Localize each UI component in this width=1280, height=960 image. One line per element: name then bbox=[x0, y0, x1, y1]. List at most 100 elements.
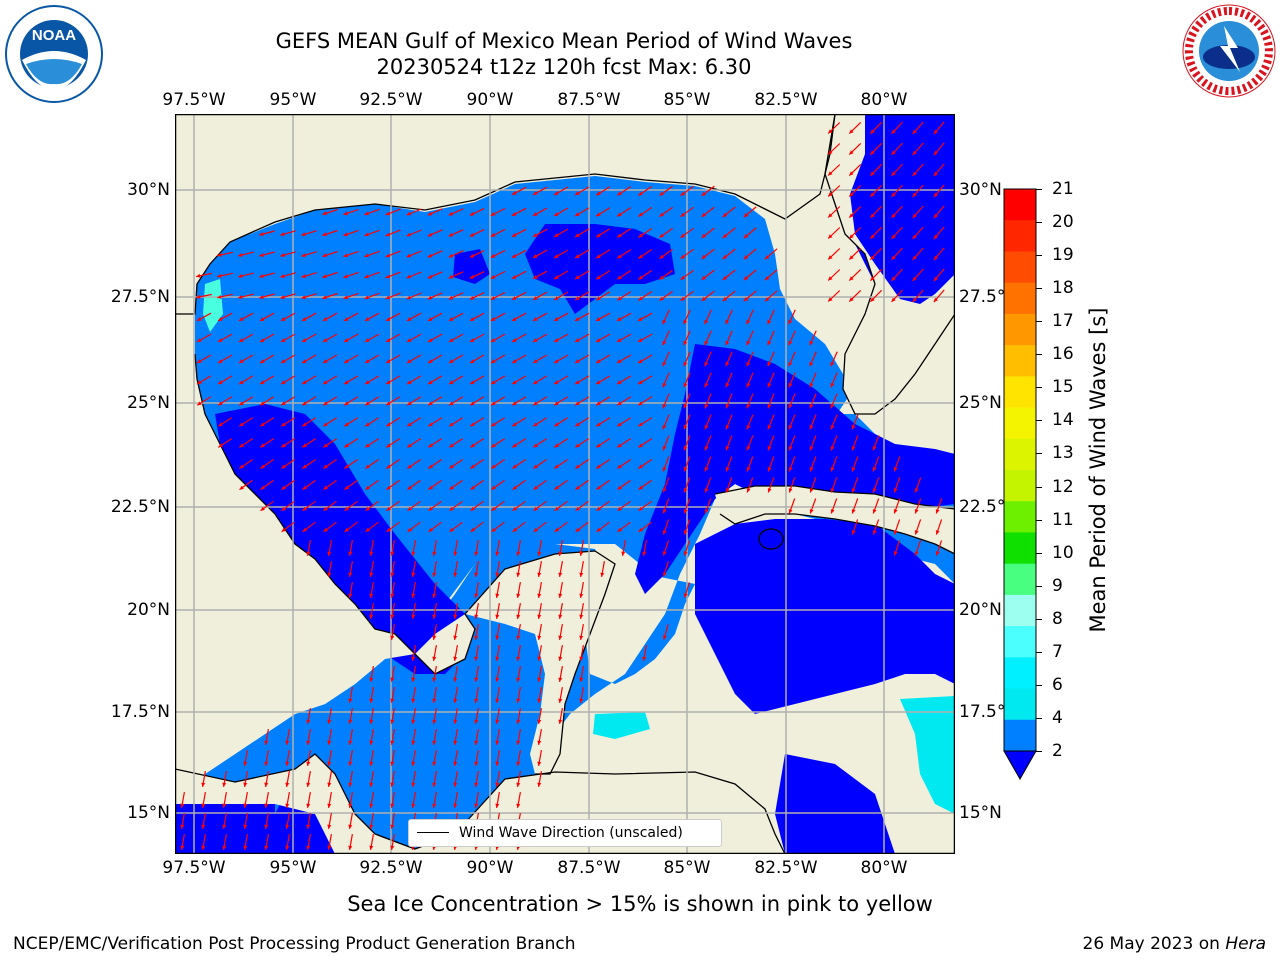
wave-direction-arrowhead bbox=[891, 213, 896, 218]
wave-direction-arrowhead bbox=[264, 845, 269, 850]
wave-direction-arrowhead bbox=[495, 635, 500, 640]
wave-direction-arrowhead bbox=[683, 551, 688, 556]
wave-direction-arrowhead bbox=[306, 551, 311, 556]
wave-direction-arrowhead bbox=[432, 740, 437, 745]
lon-tick-top: 82.5°W bbox=[754, 90, 818, 110]
wave-direction-arrowhead bbox=[428, 380, 433, 385]
lon-tick-bottom: 92.5°W bbox=[359, 858, 423, 878]
wave-direction-arrowhead bbox=[491, 317, 496, 321]
colorbar-tick-label: 21 bbox=[1052, 179, 1074, 199]
wave-direction-arrowhead bbox=[872, 530, 877, 535]
wave-direction-arrowhead bbox=[390, 845, 395, 850]
wave-direction-arrowhead bbox=[537, 698, 542, 703]
us-coast-land bbox=[175, 114, 835, 314]
wave-direction-arrowhead bbox=[512, 506, 517, 511]
wave-direction-arrowhead bbox=[809, 403, 814, 409]
colorbar-tick-mark bbox=[1036, 651, 1042, 653]
wave-direction-arrowhead bbox=[680, 296, 685, 301]
wave-direction-arrowhead bbox=[617, 254, 622, 259]
wave-direction-arrowhead bbox=[260, 443, 265, 448]
wave-direction-arrowhead bbox=[474, 740, 479, 745]
wave-direction-arrowhead bbox=[411, 551, 416, 556]
wave-direction-arrowhead bbox=[264, 740, 269, 745]
wave-direction-arrowhead bbox=[596, 485, 601, 490]
colorbar-tick-label: 14 bbox=[1052, 410, 1074, 431]
colorbar-swatch bbox=[1004, 470, 1036, 502]
wave-direction-arrowhead bbox=[725, 403, 730, 409]
wave-direction-arrowhead bbox=[533, 401, 538, 406]
wave-direction-arrowhead bbox=[385, 274, 390, 279]
wave-direction-arrowhead bbox=[306, 824, 311, 829]
wave-direction-arrowhead bbox=[281, 464, 286, 469]
wave-direction-arrowhead bbox=[662, 403, 667, 409]
wave-direction-arrowhead bbox=[830, 361, 835, 367]
wave-direction-arrowhead bbox=[306, 761, 311, 766]
wave-direction-arrowhead bbox=[428, 527, 433, 532]
wave-direction-arrowhead bbox=[516, 656, 521, 661]
wave-direction-arrowhead bbox=[511, 254, 517, 258]
wave-direction-arrowhead bbox=[239, 485, 244, 490]
wave-direction-arrowhead bbox=[238, 253, 243, 257]
wave-direction-arrowhead bbox=[638, 296, 643, 301]
wave-direction-arrowhead bbox=[683, 467, 688, 472]
wave-direction-arrowhead bbox=[449, 380, 454, 385]
colorbar-tick-mark bbox=[1036, 618, 1042, 620]
wave-direction-arrowhead bbox=[725, 488, 730, 493]
wave-direction-arrowhead bbox=[449, 485, 454, 490]
wave-direction-arrowhead bbox=[432, 782, 437, 787]
wave-direction-arrowhead bbox=[638, 443, 643, 448]
colorbar-swatch bbox=[1004, 189, 1036, 221]
lat-tick-right: 17.5° bbox=[959, 702, 1006, 722]
wave-direction-arrowhead bbox=[575, 317, 580, 321]
wave-direction-arrowhead bbox=[638, 527, 643, 532]
wave-direction-arrowhead bbox=[828, 150, 833, 155]
wave-direction-arrowhead bbox=[390, 593, 395, 598]
wave-direction-arrowhead bbox=[448, 274, 454, 279]
wave-direction-arrowhead bbox=[554, 254, 559, 258]
wave-direction-arrowhead bbox=[638, 191, 643, 196]
wave-direction-arrowhead bbox=[285, 824, 290, 829]
wave-direction-arrowhead bbox=[260, 401, 265, 406]
wave-direction-arrowhead bbox=[323, 443, 328, 448]
wave-direction-arrowhead bbox=[260, 317, 265, 321]
wave-direction-arrowhead bbox=[554, 191, 559, 195]
wave-direction-arrowhead bbox=[407, 401, 412, 406]
wave-direction-arrowhead bbox=[872, 467, 877, 472]
wave-direction-arrowhead bbox=[788, 382, 793, 388]
colorbar-tick-label: 18 bbox=[1052, 278, 1074, 299]
colorbar-tick-label: 8 bbox=[1052, 608, 1063, 629]
wave-direction-arrowhead bbox=[596, 191, 601, 196]
wave-direction-arrowhead bbox=[411, 698, 416, 703]
wave-direction-arrowhead bbox=[470, 317, 475, 321]
wave-direction-arrowhead bbox=[746, 403, 751, 409]
wave-direction-arrowhead bbox=[830, 509, 835, 514]
wave-direction-arrowhead bbox=[260, 422, 265, 427]
wave-direction-arrowhead bbox=[683, 361, 688, 367]
wave-direction-arrowhead bbox=[558, 698, 563, 703]
wave-direction-arrowhead bbox=[474, 803, 479, 808]
wave-direction-arrowhead bbox=[537, 551, 542, 556]
colorbar-tick-label: 15 bbox=[1052, 377, 1074, 398]
wave-direction-arrowhead bbox=[453, 677, 458, 682]
wave-direction-arrowhead bbox=[638, 254, 643, 259]
wave-direction-arrowhead bbox=[432, 719, 437, 724]
wave-direction-arrowhead bbox=[579, 572, 584, 577]
wave-direction-arrowhead bbox=[474, 761, 479, 766]
colorbar-tick-mark bbox=[1036, 684, 1042, 686]
wave-direction-arrowhead bbox=[746, 446, 751, 451]
wave-direction-arrowhead bbox=[516, 593, 521, 598]
wave-direction-arrowhead bbox=[659, 233, 664, 238]
wave-direction-arrowhead bbox=[767, 382, 772, 388]
wave-direction-arrowhead bbox=[516, 761, 521, 766]
wave-direction-arrowhead bbox=[453, 656, 458, 661]
wave-direction-arrowhead bbox=[662, 530, 667, 535]
wave-direction-arrowhead bbox=[617, 443, 622, 448]
wave-direction-arrowhead bbox=[344, 506, 349, 511]
wave-direction-arrowhead bbox=[870, 234, 875, 239]
wave-direction-arrowhead bbox=[491, 401, 496, 406]
wave-direction-arrowhead bbox=[470, 443, 475, 448]
wave-direction-arrowhead bbox=[390, 824, 395, 829]
wave-direction-arrowhead bbox=[428, 338, 433, 342]
wave-direction-arrowhead bbox=[280, 295, 285, 299]
wave-direction-arrowhead bbox=[449, 506, 454, 511]
